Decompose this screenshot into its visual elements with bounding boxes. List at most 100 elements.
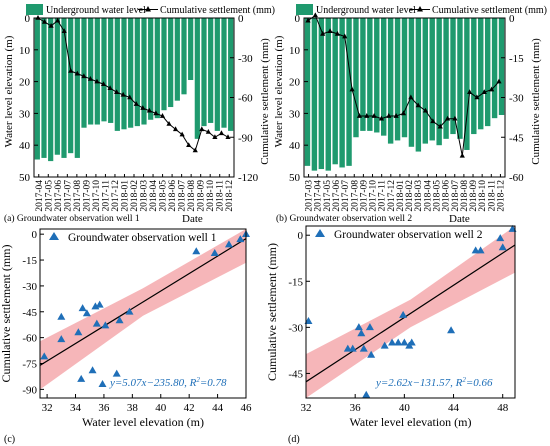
settlement-point <box>378 115 385 121</box>
water-level-bar <box>81 18 87 128</box>
right-tick-label: -45 <box>509 132 524 144</box>
water-level-bar <box>339 18 345 168</box>
r2-superscript: 2 <box>462 376 466 384</box>
water-level-bar <box>134 18 140 127</box>
legend-bar-label: Underground water level <box>316 5 416 16</box>
legend-line-label: Cumulative settlement (mm) <box>160 5 275 16</box>
x-tick-label: 2017-10 <box>92 180 102 212</box>
data-point <box>40 352 49 360</box>
data-point <box>224 240 233 248</box>
water-level-bar <box>429 18 435 141</box>
settlement-point <box>114 89 120 94</box>
data-point <box>115 316 124 324</box>
left-tick-label: 20 <box>19 77 31 89</box>
x-tick-label: 2017-05 <box>44 180 54 212</box>
water-level-bar <box>332 18 338 165</box>
x-tick-label: 2018-09 <box>469 180 479 212</box>
left-tick-label: 30 <box>19 108 31 120</box>
x-tick-label: 2017-05 <box>323 180 333 212</box>
data-point <box>496 234 505 242</box>
regression-equation: y=2.62x−131.57, R2=0.66 <box>375 376 493 389</box>
water-level-bar <box>353 18 359 138</box>
right-tick-label: -60 <box>509 172 524 184</box>
data-point <box>365 323 374 331</box>
settlement-line <box>37 17 229 152</box>
water-level-bar <box>114 18 120 131</box>
settlement-point <box>364 113 370 118</box>
settlement-point <box>81 73 87 79</box>
water-level-bar <box>174 18 180 101</box>
x-tick-label: 2018-01 <box>396 180 406 212</box>
x-tick-label: 32 <box>301 402 312 414</box>
water-level-bar <box>68 18 74 154</box>
water-level-bar <box>457 18 463 139</box>
x-tick-label: 2018-12 <box>496 180 506 212</box>
x-tick-label: 44 <box>448 402 460 414</box>
left-tick-label: 40 <box>19 140 31 152</box>
right-tick-label: 0 <box>509 13 515 25</box>
x-tick-label: 36 <box>98 402 110 414</box>
left-tick-label: 40 <box>289 140 301 152</box>
settlement-point <box>415 102 421 108</box>
left-tick-label: 30 <box>289 108 301 120</box>
legend-title: Groundwater observation well 1 <box>68 232 217 244</box>
panel-caption: (d) <box>288 434 300 445</box>
x-tick-label: 2018-02 <box>130 180 140 212</box>
y-tick-label: 0 <box>32 229 38 241</box>
x-tick-label: 2017-10 <box>369 180 379 212</box>
settlement-point <box>225 134 231 140</box>
x-axis-label: Date <box>449 213 470 225</box>
panel-caption: (a) Groundwater observation well 1 <box>4 213 140 224</box>
data-point <box>92 319 101 327</box>
y-tick-label: -30 <box>22 281 37 293</box>
water-level-bar <box>194 18 200 139</box>
water-level-bar <box>141 18 147 125</box>
water-level-bar <box>61 18 67 158</box>
settlement-point <box>100 81 107 87</box>
x-tick-label: 2017-06 <box>332 180 342 212</box>
water-level-bar <box>188 18 194 81</box>
x-tick-label: 44 <box>212 402 224 414</box>
data-point <box>367 350 376 358</box>
settlement-point <box>133 101 139 106</box>
panel-caption: (c) <box>4 434 15 445</box>
panel-a: Underground water level Cumulative settle… <box>3 4 275 225</box>
y-tick-label: -15 <box>288 276 303 288</box>
settlement-point <box>496 78 502 84</box>
settlement-point <box>120 91 126 97</box>
water-level-bar <box>74 18 80 158</box>
settlement-point <box>393 113 399 118</box>
settlement-point <box>444 115 451 121</box>
right-tick-label: -60 <box>238 93 253 105</box>
data-point <box>394 338 403 346</box>
settlement-point <box>172 126 179 132</box>
water-level-bar <box>374 18 380 133</box>
water-level-bar <box>121 18 127 130</box>
settlement-point <box>489 86 495 92</box>
x-tick-label: 2018-07 <box>451 180 461 212</box>
data-point <box>498 243 507 251</box>
water-level-bar <box>367 18 373 131</box>
settlement-point <box>74 70 80 76</box>
y-tick-label: -30 <box>288 322 303 334</box>
water-level-bar <box>408 18 415 147</box>
water-level-bar <box>422 18 428 144</box>
data-point <box>388 338 397 346</box>
water-level-bar <box>148 18 154 120</box>
water-level-bar <box>381 18 387 136</box>
left-tick-label: 0 <box>295 13 301 25</box>
x-tick-label: 2018-08 <box>460 180 470 212</box>
x-tick-label: 2018-02 <box>405 180 415 212</box>
settlement-point <box>199 126 205 132</box>
settlement-point <box>146 107 152 113</box>
x-tick-label: 2017-08 <box>350 180 360 212</box>
y-tick-label: -75 <box>22 359 37 371</box>
settlement-point <box>459 152 465 158</box>
right-tick-label: -30 <box>509 93 524 105</box>
confidence-band <box>306 226 515 398</box>
water-level-bar <box>311 18 318 171</box>
settlement-point <box>107 85 113 91</box>
r2-value: =0.78 <box>200 377 227 389</box>
left-axis-label: Water level elevation (m) <box>3 35 15 147</box>
x-tick-label: 42 <box>184 402 195 414</box>
